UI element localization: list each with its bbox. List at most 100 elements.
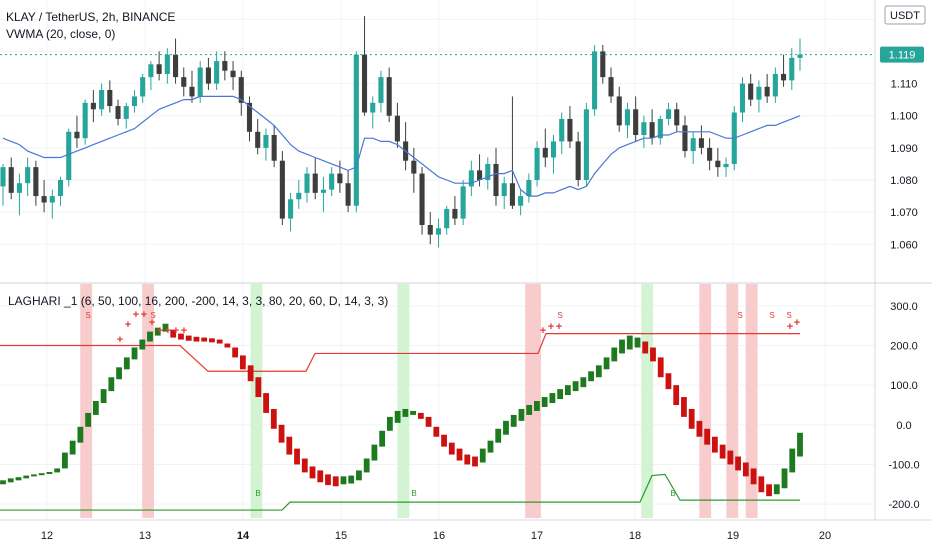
- time-axis[interactable]: 12 13 14 15 16 17 18 19 20: [41, 530, 831, 542]
- candle-body: [600, 51, 606, 78]
- upper-band-line: [0, 333, 800, 372]
- oscillator-bar: [773, 484, 780, 495]
- candle-body: [172, 54, 179, 78]
- oscillator-bar: [642, 341, 649, 354]
- candle-body: [271, 135, 277, 161]
- oscillator-bar: [503, 420, 509, 435]
- price-panel-grid: [0, 0, 875, 520]
- candle-body: [230, 70, 236, 78]
- candle-body: [238, 77, 244, 103]
- oscillator-bar: [479, 448, 486, 463]
- oscillator-bar: [224, 343, 231, 348]
- oscillator-bar: [696, 420, 703, 437]
- candle-body: [107, 90, 113, 107]
- oscillator-bar: [688, 408, 695, 429]
- oscillator-bar: [23, 475, 30, 479]
- oscillator-bar: [580, 377, 587, 388]
- candle-body: [518, 196, 524, 206]
- peak-marker: +: [173, 325, 179, 337]
- oscillator-bar: [309, 466, 316, 479]
- candle-body: [115, 106, 121, 119]
- oscillator-bar: [564, 385, 571, 396]
- candle-body: [82, 102, 88, 139]
- peak-marker: +: [787, 321, 793, 333]
- peak-marker: +: [157, 325, 163, 337]
- buy-marker: B: [411, 489, 416, 498]
- candle-body: [345, 183, 351, 206]
- candle-body: [246, 102, 253, 132]
- oscillator-bar: [239, 355, 246, 370]
- currency-badge-label: USDT: [890, 10, 920, 22]
- oscillator-bar: [15, 477, 22, 481]
- oscillator-bar: [735, 456, 741, 471]
- price-candles: [0, 16, 803, 248]
- oscillator-bar: [572, 381, 579, 392]
- oscillator-bar: [108, 377, 115, 392]
- oscillator-bar: [209, 338, 215, 343]
- oscillator-bar: [417, 412, 424, 419]
- candle-body: [123, 106, 129, 119]
- buy-marker: B: [255, 489, 260, 498]
- oscillator-bar: [46, 472, 53, 474]
- oscillator-bar: [69, 440, 76, 455]
- candle-body: [665, 109, 672, 119]
- candle-body: [296, 192, 302, 200]
- candle-body: [361, 54, 368, 113]
- sell-zone: [80, 284, 93, 518]
- candle-body: [41, 196, 47, 203]
- candle-body: [690, 138, 696, 152]
- oscillator-tick-label: 100.0: [890, 380, 918, 392]
- oscillator-bar: [340, 476, 347, 485]
- vwma-legend[interactable]: VWMA (20, close, 0): [6, 27, 115, 41]
- candle-body: [16, 183, 22, 193]
- candle-body: [25, 167, 31, 184]
- currency-badge[interactable]: [884, 5, 926, 25]
- buy-zone: [641, 284, 654, 518]
- oscillator-bar: [704, 428, 711, 445]
- candle-body: [682, 125, 688, 152]
- candle-body: [66, 131, 72, 180]
- candle-body: [797, 54, 803, 58]
- oscillator-bar: [154, 327, 161, 336]
- candle-body: [707, 147, 713, 161]
- peak-marker: +: [540, 325, 546, 337]
- oscillator-tick-label: 200.0: [890, 341, 918, 353]
- candle-body: [320, 189, 326, 193]
- peak-marker: +: [141, 309, 147, 321]
- oscillator-bar: [255, 377, 262, 398]
- candle-body: [386, 77, 392, 116]
- oscillator-bar: [201, 337, 208, 342]
- candle-body: [789, 57, 795, 81]
- candle-body: [99, 90, 105, 110]
- candle-body: [74, 131, 80, 139]
- time-tick-label: 18: [629, 530, 641, 542]
- oscillator-legend[interactable]: LAGHARI _1 (6, 50, 100, 16, 200, -200, 1…: [8, 294, 388, 308]
- candle-body: [509, 183, 515, 206]
- candle-body: [181, 77, 187, 87]
- sell-marker: S: [85, 311, 90, 320]
- time-tick-label: 19: [727, 530, 739, 542]
- oscillator-bar: [54, 468, 61, 473]
- candle-body: [444, 208, 450, 229]
- oscillator-axis[interactable]: 300.0 200.0 100.0 0.0 -100.0 -200.0: [888, 301, 919, 511]
- candle-body: [279, 160, 285, 219]
- candle-body: [468, 170, 474, 187]
- candle-body: [164, 54, 170, 74]
- oscillator-bar: [379, 430, 386, 447]
- oscillator-bar: [193, 336, 200, 342]
- candle-body: [772, 73, 778, 97]
- oscillator-bar: [185, 335, 192, 341]
- oscillator-bar: [425, 416, 432, 427]
- symbol-title[interactable]: KLAY / TetherUS, 2h, BINANCE: [6, 10, 175, 24]
- oscillator-bar: [363, 458, 370, 473]
- vwma-line: [2, 95, 801, 197]
- oscillator-bar: [92, 401, 99, 415]
- candle-body: [575, 141, 581, 180]
- oscillator-bar: [588, 371, 594, 382]
- candle-body: [131, 96, 138, 107]
- oscillator-bar: [371, 444, 378, 461]
- sell-zone: [142, 284, 155, 518]
- oscillator-tick-label: -200.0: [888, 499, 919, 511]
- oscillator-bar: [332, 476, 339, 487]
